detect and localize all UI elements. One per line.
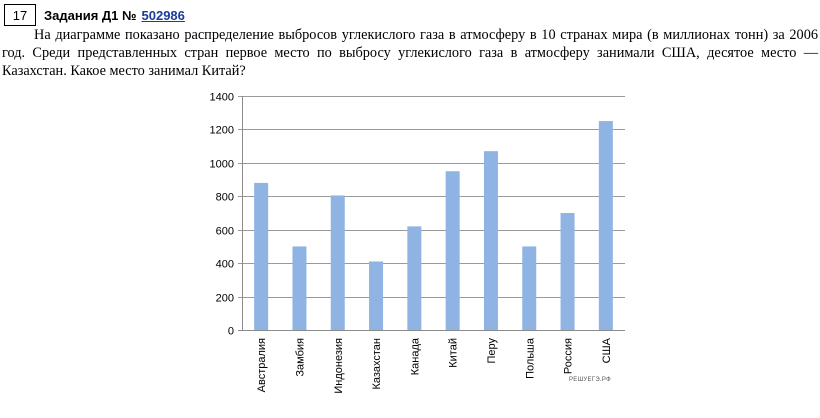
x-tick-label: Канада	[409, 337, 421, 375]
bar	[598, 121, 613, 330]
task-header: 17 Задания Д1 № 502986	[4, 4, 185, 26]
task-title: Задания Д1 №	[44, 7, 137, 23]
x-tick-label: Австралия	[256, 338, 268, 392]
y-tick-label: 800	[216, 192, 234, 204]
watermark: РЕШУЕГЭ.РФ	[569, 377, 611, 383]
y-tick-label: 200	[216, 293, 234, 305]
x-tick-label: США	[601, 337, 613, 363]
bar	[369, 261, 384, 330]
bar	[330, 195, 345, 330]
x-tick-label: Польша	[524, 337, 536, 379]
x-tick-label: Перу	[486, 338, 498, 364]
bar	[560, 213, 575, 330]
bar	[483, 151, 498, 330]
y-tick-label: 0	[228, 326, 234, 338]
x-tick-label: Китай	[448, 338, 460, 368]
task-link[interactable]: 502986	[141, 7, 185, 23]
x-tick-label: Казахстан	[371, 338, 383, 390]
y-tick-label: 1400	[210, 92, 234, 104]
x-tick-label: Россия	[563, 338, 575, 374]
bar	[292, 246, 307, 330]
y-tick-label: 1000	[210, 159, 234, 171]
bar	[445, 171, 460, 330]
bar	[522, 246, 537, 330]
task-number: 17	[4, 4, 36, 26]
bar	[407, 226, 422, 330]
x-tick-label: Индонезия	[333, 338, 345, 394]
bar	[254, 182, 269, 330]
x-tick-label: Замбия	[294, 338, 306, 377]
question-text: На диаграмме показано распределение выбр…	[2, 27, 818, 79]
y-tick-label: 600	[216, 226, 234, 238]
y-tick-label: 1200	[210, 125, 234, 137]
y-tick-label: 400	[216, 259, 234, 271]
